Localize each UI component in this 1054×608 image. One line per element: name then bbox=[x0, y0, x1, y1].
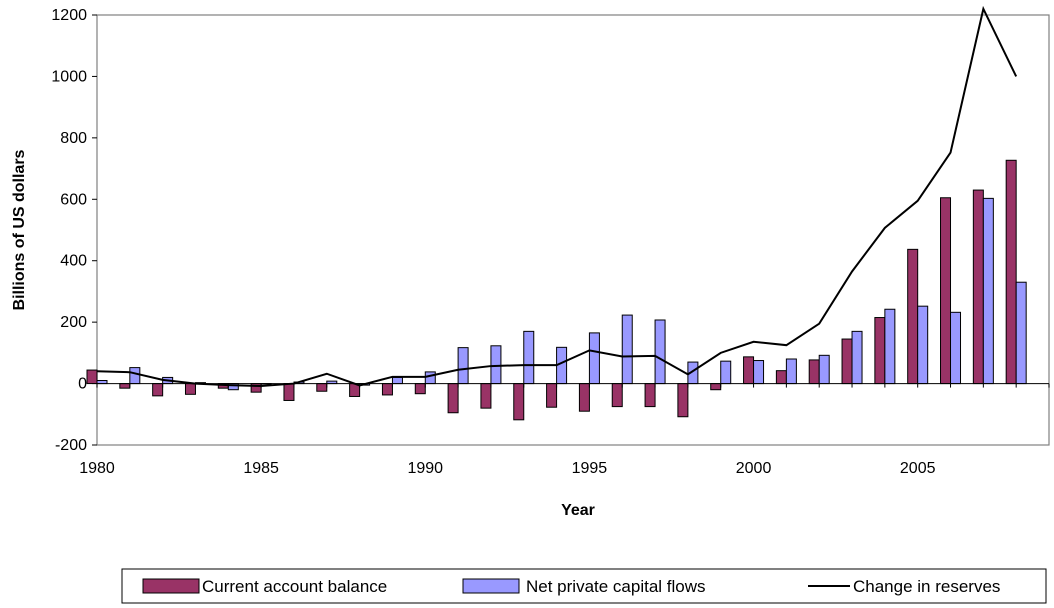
bar-current-account bbox=[775, 370, 787, 385]
bar-current-account bbox=[972, 189, 984, 385]
bar-net-private-capital bbox=[129, 367, 141, 385]
x-tick-label: 2005 bbox=[900, 460, 936, 477]
legend-label: Net private capital flows bbox=[526, 577, 706, 596]
bar-current-account bbox=[414, 383, 426, 395]
bar-current-account bbox=[283, 383, 295, 401]
bar-current-account bbox=[86, 369, 98, 385]
bar-current-account bbox=[480, 383, 492, 409]
y-tick-label: 1200 bbox=[51, 7, 87, 24]
legend-swatch bbox=[142, 578, 200, 594]
bar-current-account bbox=[513, 383, 525, 421]
y-axis: -200 0 200 400 600 800 1000 1200 bbox=[51, 7, 97, 454]
y-tick-label: 0 bbox=[78, 376, 87, 393]
bar-net-private-capital bbox=[950, 311, 962, 385]
bar-current-account bbox=[677, 383, 689, 418]
y-tick-label: 400 bbox=[60, 253, 87, 270]
bar-current-account bbox=[184, 383, 196, 395]
bar-current-account bbox=[546, 383, 558, 408]
y-tick-label: 1000 bbox=[51, 68, 87, 85]
x-tick-label: 1985 bbox=[243, 460, 279, 477]
bar-net-private-capital bbox=[818, 354, 830, 385]
bar-current-account bbox=[808, 359, 820, 385]
x-axis: 1980 1985 1990 1995 2000 2005 bbox=[79, 383, 1050, 477]
bar-current-account bbox=[710, 383, 722, 391]
bar-current-account bbox=[611, 383, 623, 408]
bar-current-account bbox=[447, 383, 459, 414]
bar-current-account bbox=[119, 383, 131, 389]
x-tick-label: 1995 bbox=[572, 460, 608, 477]
line-layer bbox=[96, 5, 1018, 388]
bar-net-private-capital bbox=[785, 358, 797, 385]
legend-box bbox=[121, 568, 1047, 604]
bar-current-account bbox=[578, 383, 590, 412]
bar-current-account bbox=[381, 383, 393, 396]
x-tick-label: 1980 bbox=[79, 460, 115, 477]
bar-current-account bbox=[874, 317, 886, 385]
bars-layer bbox=[86, 159, 1027, 421]
line-change-in-reserves bbox=[96, 5, 1018, 388]
legend: Current account balance Net private capit… bbox=[121, 568, 1047, 604]
bar-current-account bbox=[743, 356, 755, 385]
bar-net-private-capital bbox=[523, 330, 535, 385]
plot-area bbox=[96, 14, 1050, 446]
y-tick-label: 800 bbox=[60, 130, 87, 147]
y-tick-label: -200 bbox=[55, 437, 87, 454]
legend-swatch bbox=[462, 578, 520, 594]
bar-current-account bbox=[316, 383, 328, 392]
bar-net-private-capital bbox=[457, 347, 469, 385]
bar-current-account bbox=[841, 338, 853, 385]
plot-border bbox=[96, 14, 1050, 446]
y-axis-title: Billions of US dollars bbox=[11, 149, 28, 310]
bar-net-private-capital bbox=[851, 330, 863, 385]
bar-net-private-capital bbox=[753, 360, 765, 385]
bar-net-private-capital bbox=[490, 345, 502, 385]
bar-net-private-capital bbox=[1015, 281, 1027, 385]
bar-net-private-capital bbox=[917, 305, 929, 385]
legend-label: Change in reserves bbox=[853, 577, 1000, 596]
bar-current-account bbox=[907, 248, 919, 385]
bar-current-account bbox=[1005, 159, 1017, 385]
bar-net-private-capital bbox=[982, 197, 994, 385]
bar-net-private-capital bbox=[884, 308, 896, 385]
x-tick-label: 2000 bbox=[736, 460, 772, 477]
y-tick-label: 200 bbox=[60, 314, 87, 331]
bar-net-private-capital bbox=[720, 360, 732, 385]
bar-net-private-capital bbox=[588, 332, 600, 385]
bar-net-private-capital bbox=[391, 376, 403, 385]
legend-label: Current account balance bbox=[202, 577, 387, 596]
y-tick-label: 600 bbox=[60, 191, 87, 208]
bar-current-account bbox=[940, 197, 952, 385]
bar-net-private-capital bbox=[621, 314, 633, 385]
x-axis-title: Year bbox=[561, 502, 595, 519]
bar-net-private-capital bbox=[424, 371, 436, 385]
bar-current-account bbox=[644, 383, 656, 408]
x-tick-label: 1990 bbox=[407, 460, 443, 477]
bar-net-private-capital bbox=[654, 319, 666, 385]
bar-current-account bbox=[152, 383, 164, 397]
